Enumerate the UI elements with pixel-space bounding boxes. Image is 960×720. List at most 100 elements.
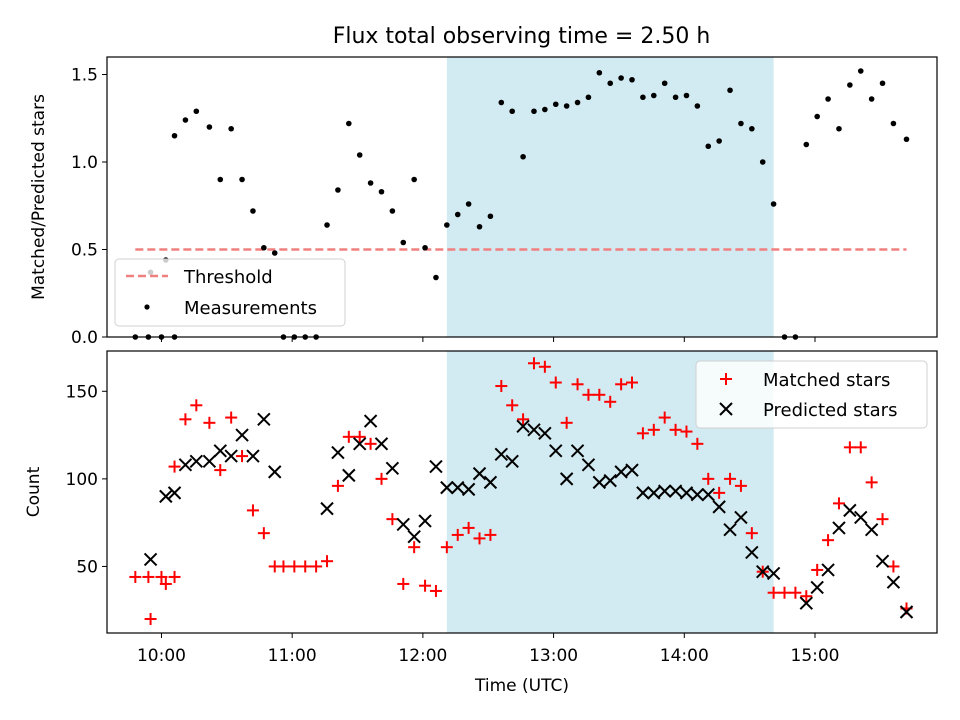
matched-star-point — [168, 460, 181, 473]
legend-predicted-swatch — [719, 402, 733, 416]
measurement-point — [770, 201, 777, 207]
predicted-star-point — [647, 486, 661, 500]
predicted-star-point — [257, 412, 271, 427]
top-legend-box — [114, 258, 346, 327]
matched-star-point — [190, 399, 203, 412]
predicted-star-point — [235, 428, 249, 442]
matched-star-point — [832, 497, 845, 510]
legend-predicted-label: Predicted stars — [763, 400, 897, 421]
measurement-point — [738, 120, 744, 127]
predicted-star-point — [189, 454, 204, 469]
measurement-point — [803, 141, 810, 148]
measurement-point — [346, 120, 352, 127]
top-y-axis-label: Matched/Predicted stars — [29, 94, 49, 300]
predicted-star-point — [756, 564, 770, 579]
predicted-star-point — [625, 463, 639, 477]
matched-star-point — [429, 584, 442, 597]
matched-star-point — [615, 378, 628, 391]
measurement-point — [727, 87, 733, 94]
matched-star-point — [462, 521, 475, 534]
matched-star-point — [408, 541, 421, 554]
matched-star-point — [168, 570, 181, 583]
matched-star-point — [734, 479, 747, 492]
measurement-point — [335, 187, 341, 193]
bot-y-tick-label: 100 — [66, 470, 98, 490]
matched-star-point — [822, 534, 835, 547]
matched-star-point — [342, 430, 355, 443]
measurement-point — [182, 117, 189, 123]
matched-star-point — [214, 464, 227, 477]
matched-star-point — [506, 399, 519, 412]
top-legend: Threshold Measurements — [114, 258, 346, 327]
matched-star-point — [375, 472, 388, 485]
predicted-star-point — [385, 461, 400, 476]
predicted-star-point — [899, 605, 914, 619]
matched-star-point — [745, 527, 758, 540]
measurement-point — [487, 213, 494, 220]
predicted-star-point — [690, 487, 705, 502]
matched-star-point — [800, 590, 813, 603]
matched-star-point — [236, 450, 249, 463]
matched-star-point — [159, 577, 172, 590]
measurement-point — [356, 152, 363, 158]
top-y-tick-label: 0.5 — [71, 241, 98, 261]
measurement-point — [814, 113, 820, 120]
predicted-star-point — [538, 426, 552, 441]
predicted-star-point — [202, 454, 217, 469]
matched-star-point — [440, 541, 453, 554]
measurement-point — [261, 244, 267, 251]
x-tick-label: 11:00 — [268, 646, 317, 666]
predicted-star-point — [614, 465, 628, 479]
matched-star-point — [778, 586, 791, 599]
predicted-star-point — [483, 475, 498, 490]
predicted-star-point — [799, 596, 813, 610]
matched-star-point — [865, 476, 878, 489]
predicted-star-point — [440, 480, 454, 495]
measurement-point — [228, 125, 234, 132]
measurement-point — [650, 92, 657, 99]
predicted-star-point — [745, 545, 759, 560]
predicted-star-point — [224, 449, 238, 463]
predicted-star-point — [331, 445, 345, 460]
predicted-star-point — [843, 503, 857, 518]
matched-star-point — [593, 388, 606, 401]
x-axis-label: Time (UTC) — [474, 676, 569, 696]
matched-star-point — [604, 395, 617, 408]
measurement-point — [367, 180, 374, 186]
measurement-point — [271, 250, 278, 256]
matched-star-point — [321, 555, 334, 568]
matched-star-point — [364, 437, 377, 450]
measurement-point — [868, 96, 875, 102]
measurement-point — [378, 188, 385, 195]
matched-star-point — [179, 413, 192, 426]
matched-star-point — [397, 577, 410, 590]
measurement-point — [411, 176, 417, 183]
predicted-star-point — [723, 522, 737, 537]
matched-star-point — [495, 380, 508, 393]
measurement-point — [476, 223, 483, 230]
predicted-star-point — [178, 458, 193, 472]
predicted-star-point — [320, 501, 334, 516]
matched-star-point — [257, 527, 270, 540]
predicted-star-point — [461, 482, 476, 497]
measurement-point — [324, 222, 330, 228]
measurement-point — [825, 96, 831, 102]
bot-y-tick-label: 150 — [66, 382, 98, 402]
matched-star-point — [299, 560, 312, 573]
matched-star-point — [713, 486, 726, 499]
measurement-point — [640, 94, 646, 101]
matched-star-point — [724, 472, 737, 485]
measurement-point — [217, 176, 224, 183]
predicted-star-point — [407, 529, 421, 544]
matched-star-point — [691, 437, 704, 450]
matched-star-point — [419, 579, 432, 592]
top-y-tick-label: 0.0 — [71, 328, 98, 348]
matched-star-point — [647, 423, 660, 436]
predicted-star-point — [657, 484, 672, 498]
measurement-point — [749, 125, 755, 132]
matched-star-point — [155, 570, 168, 583]
predicted-star-point — [734, 510, 748, 525]
matched-star-point — [277, 560, 290, 573]
